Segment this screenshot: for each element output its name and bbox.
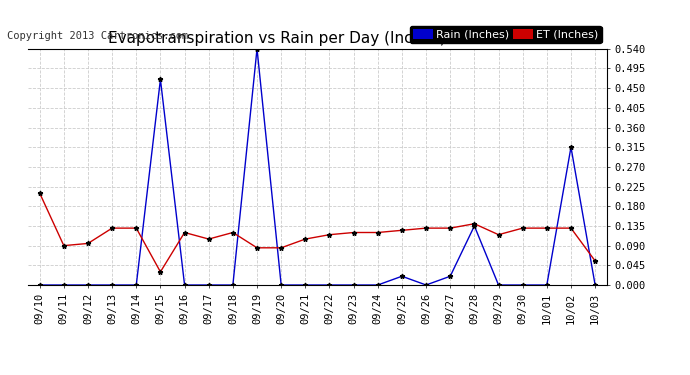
Title: Evapotranspiration vs Rain per Day (Inches) 20131004: Evapotranspiration vs Rain per Day (Inch… — [108, 31, 527, 46]
Legend: Rain (Inches), ET (Inches): Rain (Inches), ET (Inches) — [410, 26, 602, 43]
Text: Copyright 2013 Cartronics.com: Copyright 2013 Cartronics.com — [7, 32, 188, 41]
